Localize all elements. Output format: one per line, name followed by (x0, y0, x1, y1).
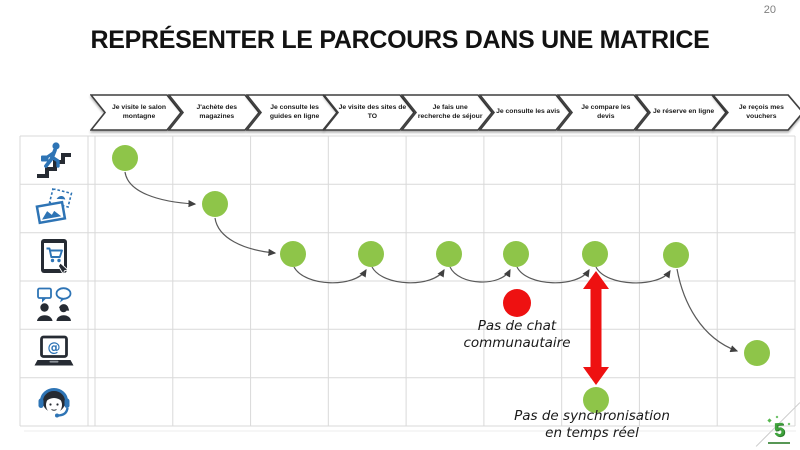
missing-touchpoint-dot-step6-channel4 (503, 289, 531, 317)
logo-sparkle (787, 422, 791, 425)
touchpoint-dot-step8-channel3 (663, 242, 689, 268)
tablet-shopping-icon (41, 238, 69, 276)
journey-step-label: Je visite le salon montagne (111, 104, 167, 120)
touchpoint-dot-step9-channel5 (744, 340, 770, 366)
svg-text:@: @ (48, 341, 61, 356)
channel-row-4 (20, 281, 88, 329)
journey-step-label: Je compare les devis (581, 104, 631, 120)
touchpoint-dot-step7-channel3 (582, 241, 608, 267)
page-title: REPRÉSENTER LE PARCOURS DANS UNE MATRICE (90, 26, 710, 54)
sync-gap-double-arrow (583, 271, 609, 385)
logo-text-line (768, 441, 790, 444)
channel-row-3 (20, 233, 88, 281)
journey-step-label: Je consulte les guides en ligne (269, 104, 320, 120)
journey-step-5: Je fais une recherche de séjour (401, 94, 494, 131)
laptop-email-icon: @ (34, 336, 74, 366)
journey-step-1: Je visite le salon montagne (90, 94, 182, 131)
touchpoint-dot-step6-channel3 (503, 241, 529, 267)
touchpoint-dot-step2-channel2 (202, 191, 228, 217)
journey-step-label: Je reçois mes vouchers (738, 104, 784, 120)
logo-glyph: 5 (772, 419, 786, 441)
journey-step-label: Je réserve en ligne (652, 108, 715, 116)
journey-step-8: Je réserve en ligne (634, 94, 727, 131)
person-climbing-stairs-icon (37, 142, 71, 179)
journey-step-2: J'achète des magazines (167, 94, 260, 131)
channel-row-1 (20, 136, 88, 184)
touchpoint-dot-step1-channel1 (112, 145, 138, 171)
annotation-no-realtime-sync: Pas de synchronisation en temps réel (514, 408, 670, 441)
journey-step-label: Je visite des sites de TO (338, 104, 407, 120)
logo: 5 (766, 415, 792, 444)
journey-step-7: Je compare les devis (556, 94, 649, 131)
touchpoint-dot-step5-channel3 (436, 241, 462, 267)
touchpoint-dot-step4-channel3 (358, 241, 384, 267)
journey-step-label: Je fais une recherche de séjour (417, 104, 483, 120)
matrix-grid (19, 135, 796, 432)
journey-connector-arrows (124, 171, 739, 353)
touchpoint-dot-step7-channel6 (583, 387, 609, 413)
journey-step-3: Je consulte les guides en ligne (245, 94, 338, 131)
channel-row-5: @ (20, 329, 88, 377)
touchpoint-dot-step3-channel3 (280, 241, 306, 267)
call-center-icon (38, 387, 70, 418)
journey-step-label: J'achète des magazines (196, 104, 238, 120)
page-number: 20 (763, 4, 776, 16)
journey-step-4: Je visite des sites de TO (323, 94, 416, 131)
annotation-no-community-chat: Pas de chat communautaire (463, 318, 571, 351)
channel-row-2 (20, 184, 88, 232)
journey-step-label: Je consulte les avis (496, 108, 560, 116)
community-chat-icon (37, 287, 72, 322)
journey-step-9: Je reçois mes vouchers (712, 94, 800, 131)
channel-row-6 (20, 378, 88, 426)
printed-photos-icon (35, 188, 73, 225)
journey-step-6: Je consulte les avis (479, 94, 571, 131)
